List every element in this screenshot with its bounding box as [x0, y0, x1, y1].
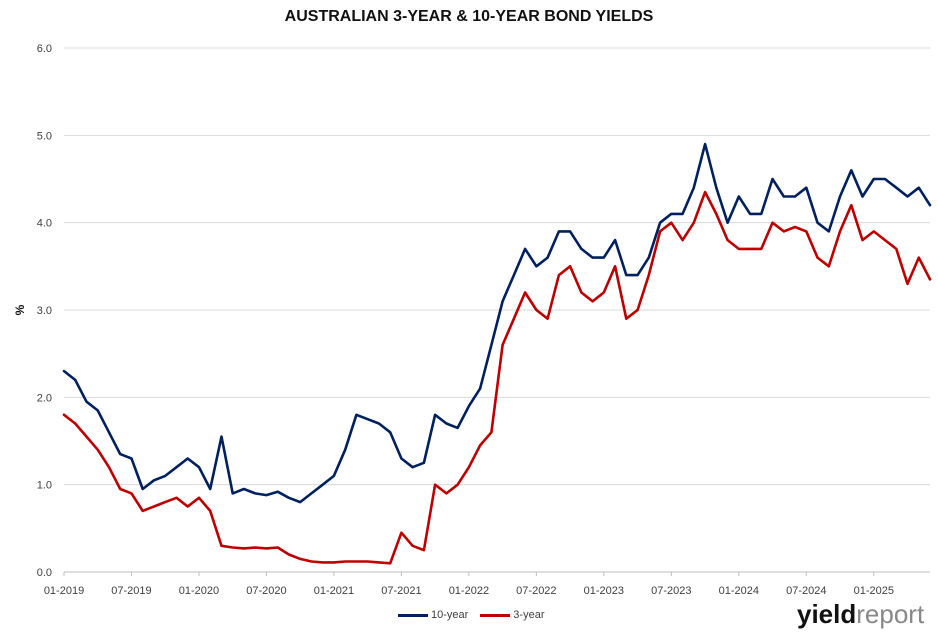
logo-part2: report [856, 599, 925, 629]
y-tick-label: 5.0 [37, 130, 52, 142]
x-tick-label: 01-2025 [854, 585, 894, 597]
x-tick-label: 07-2023 [651, 585, 691, 597]
legend-swatch-3-year [480, 613, 511, 617]
axes [63, 571, 930, 576]
gridlines [64, 47, 930, 486]
series-line-3-year [62, 190, 932, 565]
x-tick-label: 01-2020 [179, 585, 219, 597]
y-axis-label: % [13, 304, 27, 315]
y-tick-label: 6.0 [37, 43, 52, 55]
yieldreport-logo: yieldreport [797, 599, 924, 630]
x-tick-label: 07-2019 [111, 585, 151, 597]
logo-part1: yield [797, 599, 857, 629]
legend-item-3-year: 3-year [480, 609, 544, 621]
y-tick-label: 1.0 [37, 480, 52, 492]
legend-swatch-10-year [398, 613, 428, 617]
y-tick-label: 2.0 [37, 392, 52, 404]
x-tick-label: 07-2024 [786, 585, 826, 597]
y-tick-label: 0.0 [37, 567, 52, 579]
legend-item-10-year: 10-year [398, 609, 468, 621]
x-tick-label: 01-2023 [584, 585, 624, 597]
x-tick-label: 07-2020 [246, 585, 286, 597]
legend-label-3-year: 3-year [513, 609, 545, 621]
x-tick-label: 07-2022 [516, 585, 556, 597]
legend: 10-year 3-year [398, 609, 556, 621]
x-tick-label: 01-2022 [449, 585, 489, 597]
x-tick-label: 07-2021 [381, 585, 421, 597]
series-line-10-year [62, 142, 932, 504]
x-tick-label: 01-2021 [314, 585, 354, 597]
series-lines [62, 142, 932, 565]
legend-label-10-year: 10-year [431, 609, 469, 621]
chart-title: AUSTRALIAN 3-YEAR & 10-YEAR BOND YIELDS [284, 8, 654, 25]
x-tick-labels: 01-2019 07-2019 01-2020 07-2020 01-2021 07-20… [44, 585, 894, 597]
y-tick-label: 4.0 [37, 218, 52, 230]
x-tick-label: 01-2024 [719, 585, 759, 597]
x-tick-label: 01-2019 [44, 585, 84, 597]
y-tick-label: 3.0 [37, 305, 52, 317]
y-tick-labels: 0.0 1.0 2.0 3.0 4.0 5.0 6.0 [37, 43, 52, 579]
